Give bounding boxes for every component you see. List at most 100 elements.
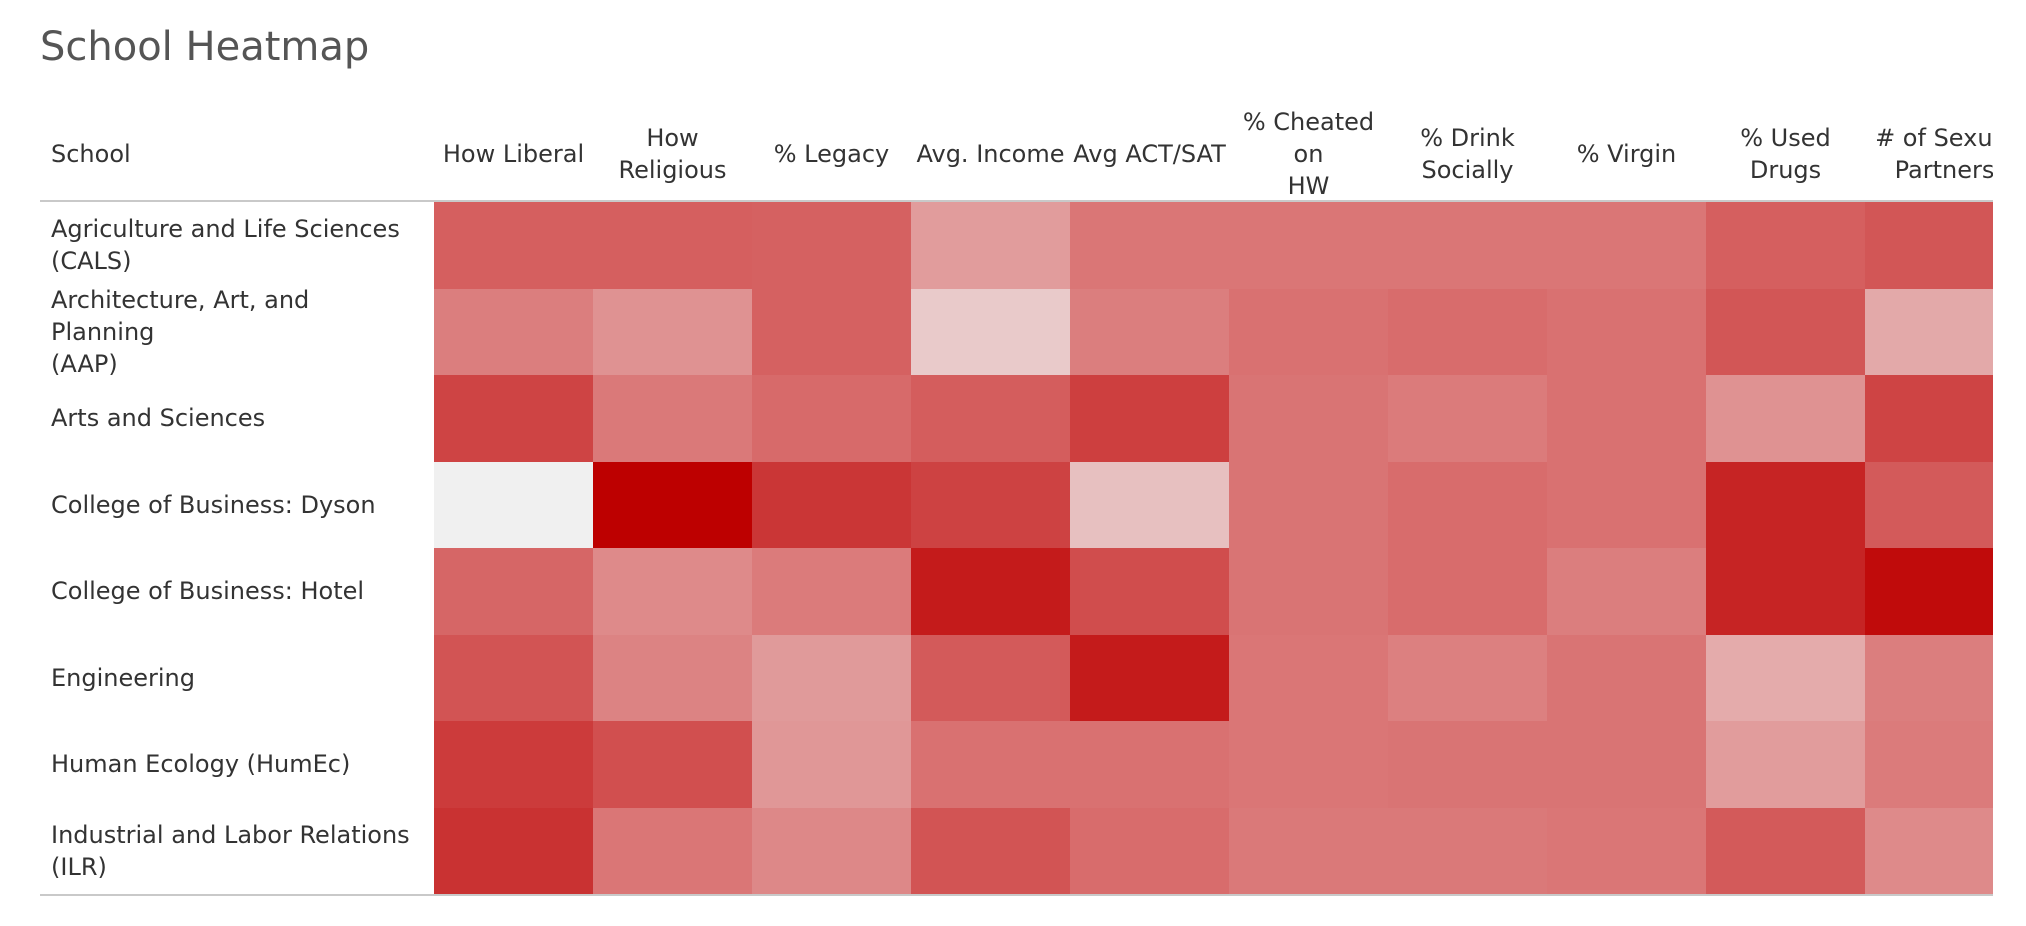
heatmap-cell[interactable] [1865, 202, 1993, 289]
heatmap-cell[interactable] [911, 461, 1070, 549]
column-header: % Drink Socially [1420, 124, 1515, 184]
heatmap-cell[interactable] [593, 202, 752, 289]
heatmap-cell[interactable] [1070, 807, 1229, 895]
heatmap-cell[interactable] [434, 202, 593, 289]
heatmap-cell[interactable] [1547, 375, 1706, 462]
heatmap-cell[interactable] [1229, 375, 1388, 462]
heatmap-cell[interactable] [752, 807, 911, 895]
heatmap-cell[interactable] [1706, 461, 1865, 549]
heatmap-cell[interactable] [1229, 288, 1388, 376]
heatmap-cell[interactable] [1547, 548, 1706, 635]
heatmap-cell[interactable] [752, 548, 911, 635]
heatmap-cell[interactable] [593, 807, 752, 895]
heatmap-cell[interactable] [752, 288, 911, 376]
heatmap-cell[interactable] [1388, 202, 1547, 289]
heatmap-cell[interactable] [1388, 461, 1547, 549]
heatmap-cell[interactable] [1547, 634, 1706, 722]
heatmap-cell[interactable] [1865, 288, 1993, 376]
heatmap-cell[interactable] [752, 375, 911, 462]
row-label: Industrial and Labor Relations (ILR) [51, 820, 410, 881]
column-header: Avg. Income [916, 140, 1065, 168]
heatmap-cell[interactable] [1865, 807, 1993, 895]
heatmap-cell[interactable] [1547, 202, 1706, 289]
heatmap-cell[interactable] [1388, 807, 1547, 895]
row-label: Agriculture and Life Sciences (CALS) [51, 215, 400, 275]
heatmap-cell[interactable] [434, 721, 593, 808]
row-label: Human Ecology (HumEc) [51, 750, 351, 778]
heatmap-cell[interactable] [1229, 807, 1388, 895]
heatmap-cell[interactable] [1070, 375, 1229, 462]
heatmap-cell[interactable] [1388, 721, 1547, 808]
row-label: Architecture, Art, and Planning (AAP) [51, 285, 310, 378]
heatmap-cell[interactable] [593, 288, 752, 376]
heatmap-cell[interactable] [1865, 634, 1993, 722]
heatmap-cell[interactable] [1706, 288, 1865, 376]
heatmap-cell[interactable] [911, 288, 1070, 376]
heatmap-cell[interactable] [911, 721, 1070, 808]
heatmap-cell[interactable] [911, 202, 1070, 289]
heatmap-cell[interactable] [434, 634, 593, 722]
header-row: School How Liberal How Religious % Legacy A… [40, 108, 1993, 200]
heatmap-cell[interactable] [752, 634, 911, 722]
heatmap-cell[interactable] [434, 548, 593, 635]
heatmap-cell[interactable] [593, 634, 752, 722]
column-header: % Cheated on HW [1242, 108, 1375, 200]
heatmap-cell[interactable] [1070, 548, 1229, 635]
row-label: Arts and Sciences [51, 404, 266, 432]
heatmap-cell[interactable] [752, 721, 911, 808]
heatmap-cell[interactable] [911, 807, 1070, 895]
heatmap-cell[interactable] [1706, 548, 1865, 635]
heatmap-cell[interactable] [1865, 375, 1993, 462]
heatmap-cell[interactable] [1229, 461, 1388, 549]
heatmap-cell[interactable] [434, 288, 593, 376]
column-header: Avg ACT/SAT [1073, 140, 1226, 168]
heatmap-cell[interactable] [1547, 288, 1706, 376]
heatmap-cell[interactable] [1547, 807, 1706, 895]
row-header-school: School [51, 140, 131, 168]
heatmap-cell[interactable] [434, 807, 593, 895]
heatmap-cell[interactable] [593, 375, 752, 462]
heatmap-cell[interactable] [1865, 461, 1993, 549]
heatmap-cell[interactable] [1865, 721, 1993, 808]
heatmap-cell[interactable] [593, 721, 752, 808]
heatmap-cell[interactable] [911, 548, 1070, 635]
heatmap-cell[interactable] [752, 202, 911, 289]
heatmap-cell[interactable] [1706, 807, 1865, 895]
heatmap-cell[interactable] [434, 375, 593, 462]
heatmap-cell[interactable] [1070, 634, 1229, 722]
column-header: How Liberal [442, 140, 585, 168]
heatmap-cell[interactable] [1229, 548, 1388, 635]
heatmap-cell[interactable] [1706, 375, 1865, 462]
heatmap-cell[interactable] [593, 461, 752, 549]
heatmap-cell[interactable] [1706, 202, 1865, 289]
heatmap-cell[interactable] [1070, 288, 1229, 376]
column-header: # of Sexual Partners [1875, 124, 1993, 184]
heatmap-cell[interactable] [1388, 634, 1547, 722]
bottom-divider [40, 894, 1993, 896]
heatmap-cell[interactable] [1229, 202, 1388, 289]
heatmap-cell[interactable] [593, 548, 752, 635]
heatmap-cell[interactable] [1865, 548, 1993, 635]
heatmap-cell[interactable] [1547, 721, 1706, 808]
heatmap-cell[interactable] [1388, 375, 1547, 462]
heatmap-cell[interactable] [1547, 461, 1706, 549]
heatmap-cell[interactable] [434, 461, 593, 549]
column-header: % Used Drugs [1740, 124, 1831, 184]
heatmap-cell[interactable] [1070, 461, 1229, 549]
column-header: How Religious [618, 124, 727, 184]
heatmap-cell[interactable] [1388, 548, 1547, 635]
heatmap-cell[interactable] [752, 461, 911, 549]
heatmap-cell[interactable] [1388, 288, 1547, 376]
row-label: Engineering [51, 663, 195, 692]
heatmap-cell[interactable] [1706, 634, 1865, 722]
header-divider [40, 200, 1993, 202]
heatmap-cell[interactable] [911, 634, 1070, 722]
heatmap-cell[interactable] [1070, 202, 1229, 289]
heatmap-cell[interactable] [1070, 721, 1229, 808]
heatmap-cell[interactable] [911, 375, 1070, 462]
heatmap-cell[interactable] [1229, 634, 1388, 722]
column-header: % Virgin [1576, 140, 1677, 168]
heatmap-cell[interactable] [1229, 721, 1388, 808]
heatmap-cell[interactable] [1706, 721, 1865, 808]
